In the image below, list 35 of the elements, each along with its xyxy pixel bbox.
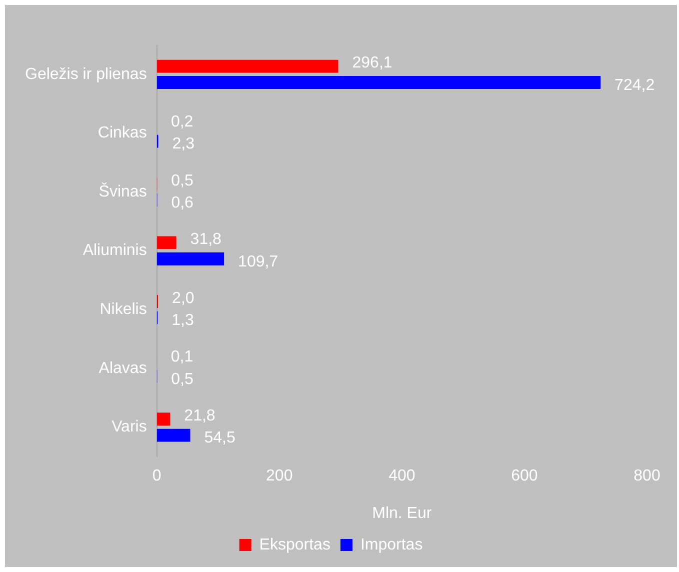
data-label: 21,8	[184, 408, 216, 425]
data-label: 2,0	[172, 290, 194, 307]
y-tick-label: Alavas	[98, 360, 147, 377]
data-label: 1,3	[172, 312, 194, 330]
y-tick-label: Nikelis	[100, 301, 147, 318]
data-label: 54,5	[204, 430, 236, 447]
data-label: 0,2	[170, 114, 194, 131]
legend-label: Eksportas	[259, 536, 330, 554]
data-label: 0,1	[170, 348, 194, 366]
y-tick-label: Cinkas	[98, 124, 147, 142]
y-tick-label: Aliuminis	[82, 242, 147, 260]
bar	[156, 428, 190, 442]
data-label: 109,7	[238, 253, 278, 270]
x-tick-label: 400	[388, 468, 416, 485]
data-label: 0,5	[171, 370, 194, 388]
x-tick-label: 600	[511, 468, 538, 485]
bar	[156, 412, 170, 426]
data-label: 296,1	[352, 54, 392, 72]
bar	[156, 60, 338, 73]
bar	[156, 76, 601, 89]
y-tick-label: Varis	[112, 418, 147, 436]
x-tick-label: 0	[152, 468, 162, 485]
x-axis-title: Mln. Eur	[372, 504, 432, 522]
y-tick-label: Švinas	[98, 182, 147, 200]
data-label: 0,5	[171, 172, 194, 190]
data-label: 0,6	[171, 194, 194, 212]
bar	[156, 236, 176, 250]
y-tick-label: Geležis ir plienas	[25, 66, 147, 83]
data-label: 31,8	[190, 231, 222, 248]
data-label: 2,3	[172, 136, 195, 153]
x-tick-label: 200	[266, 468, 293, 485]
bar	[156, 252, 224, 266]
x-tick-label: 800	[634, 468, 660, 485]
legend-label: Importas	[360, 536, 423, 554]
data-label: 724,2	[614, 76, 655, 94]
